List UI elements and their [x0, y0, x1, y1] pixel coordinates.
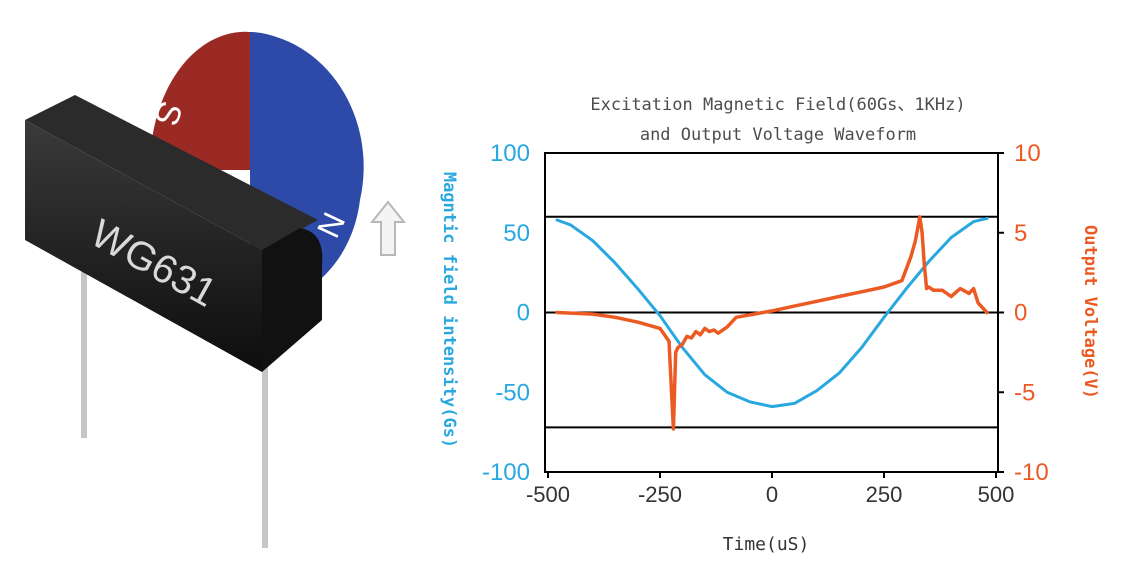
magnetic-field-line — [555, 216, 989, 409]
y-left-tick-label-2: 0 — [517, 300, 530, 327]
y-left-tick-label-1: 50 — [503, 220, 530, 247]
x-tick-label-4: 500 — [978, 482, 1015, 507]
chart-subtitle: and Output Voltage Waveform — [640, 125, 916, 145]
y-left-tick-label-0: 100 — [490, 140, 530, 167]
sensor-lead-left — [81, 268, 87, 438]
x-tick-label-3: 250 — [866, 482, 903, 507]
y-right-tick-label-4: -10 — [1014, 459, 1049, 486]
chart-title: Excitation Magnetic Field(60Gs、1KHz) — [590, 95, 965, 115]
y-right-tick-label-2: 0 — [1014, 300, 1027, 327]
y-right-tick-label-1: 5 — [1014, 220, 1027, 247]
series-layer — [555, 215, 989, 431]
sensor-illustration: S N WG631 — [25, 31, 407, 548]
y-axis-left-label: Magntic field intensity(Gs) — [439, 172, 459, 448]
y-right-tick-label-0: 10 — [1014, 140, 1041, 167]
output-voltage-line — [555, 215, 989, 431]
arrow-up-icon — [369, 200, 407, 256]
sensor-end-cap — [262, 228, 323, 372]
y-right-tick-label-3: -5 — [1014, 379, 1035, 406]
x-tick-label-2: 0 — [766, 482, 778, 507]
y-left-tick-label-3: -50 — [495, 379, 530, 406]
sensor-top-face — [25, 95, 318, 250]
x-tick-label-0: -500 — [526, 482, 570, 507]
x-axis-label: Time(uS) — [723, 534, 810, 555]
y-axis-right-label: Output Voltage(V) — [1080, 225, 1100, 399]
sensor-front-face — [25, 120, 262, 372]
reference-lines — [545, 215, 998, 429]
y-left-tick-label-4: -100 — [482, 459, 530, 486]
chart: Excitation Magnetic Field(60Gs、1KHz) and… — [439, 95, 1100, 555]
x-tick-label-1: -250 — [638, 482, 682, 507]
magnet-south-half — [149, 31, 250, 170]
sensor-lead-right — [262, 352, 268, 548]
